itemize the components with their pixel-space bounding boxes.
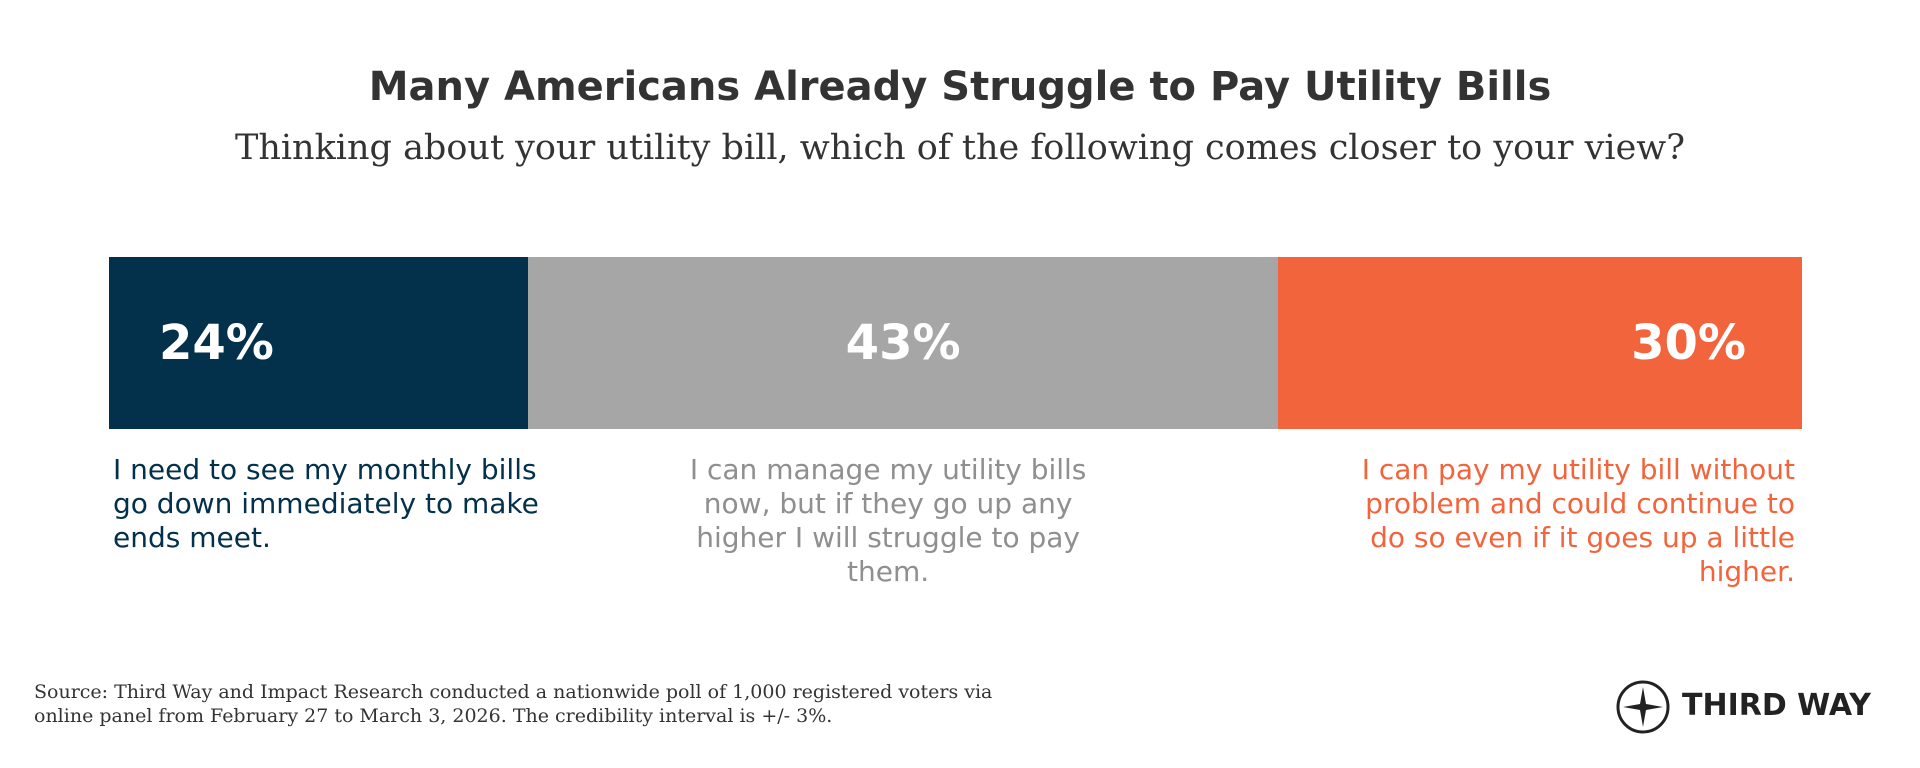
bar-segment — [1278, 257, 1802, 429]
value-label: 30% — [1631, 315, 1746, 371]
stacked-bar: 24% 43% 30% — [109, 257, 1802, 429]
chart-subtitle: Thinking about your utility bill, which … — [234, 128, 1686, 168]
chart-title: Many Americans Already Struggle to Pay U… — [368, 64, 1552, 110]
segment-description: I can pay my utility bill without proble… — [1361, 453, 1795, 588]
segment-description: I need to see my monthly bills go down i… — [113, 453, 539, 554]
segment-description: I can manage my utility bills now, but i… — [689, 453, 1087, 588]
bar-segment — [527, 257, 1279, 429]
value-label: 43% — [845, 315, 961, 371]
logo-icon — [1616, 680, 1670, 734]
bar-segment — [109, 257, 528, 429]
value-label: 24% — [159, 315, 274, 371]
source-note: Source: Third Way and Impact Research co… — [34, 681, 993, 727]
logo-text: THIRD WAY — [1682, 688, 1871, 723]
